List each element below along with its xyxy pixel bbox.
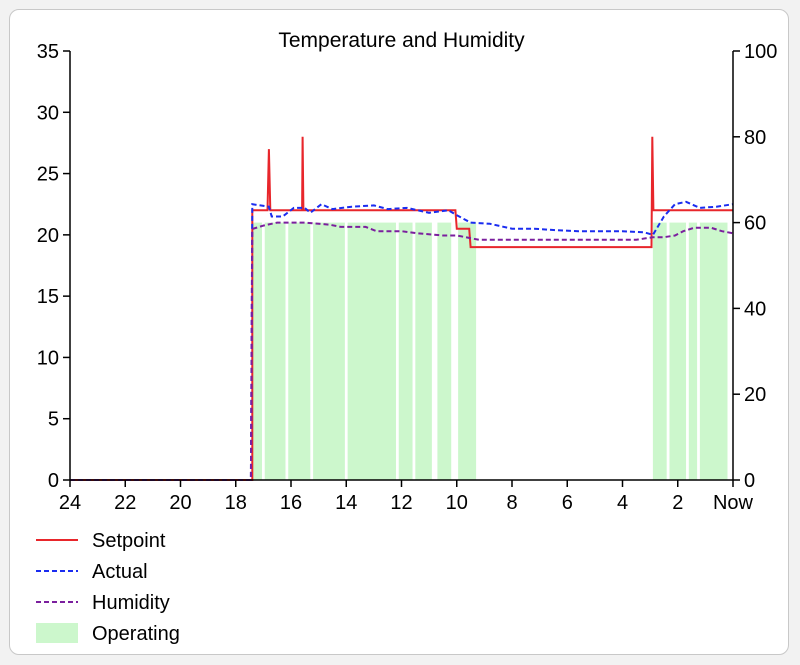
legend-label-humidity: Humidity [92,592,170,614]
operating-bar-0 [252,222,262,480]
operating-bar-7 [437,222,452,480]
operating-bar-5 [398,222,413,480]
operating-bar-8 [458,222,477,480]
humidity-line [70,221,734,481]
left-tick-label: 30 [37,102,59,124]
x-tick-label: 22 [114,492,136,514]
x-tick-label: 8 [506,492,517,514]
series-lines [70,136,734,481]
operating-bar-12 [699,222,728,480]
x-tick-label: 18 [225,492,247,514]
legend-label-actual: Actual [92,561,148,583]
operating-bar-6 [415,222,432,480]
operating-bar-11 [688,222,698,480]
right-tick-label: 60 [744,213,766,235]
left-tick-label: 10 [37,347,59,369]
x-tick-label: 14 [335,492,357,514]
x-tick-label: 6 [562,492,573,514]
operating-bar-1 [264,222,286,480]
left-tick-label: 0 [48,470,59,492]
legend-label-operating: Operating [92,623,180,645]
operating-bar-9 [652,222,667,480]
operating-fills [252,222,728,480]
chart-title: Temperature and Humidity [278,29,525,52]
x-tick-label: 24 [59,492,81,514]
legend-swatch-operating [36,623,78,643]
right-tick-label: 100 [744,41,777,63]
x-tick-label: 2 [672,492,683,514]
operating-bar-4 [347,222,396,480]
left-tick-label: 20 [37,225,59,247]
legend-label-setpoint: Setpoint [92,530,166,552]
operating-bar-2 [288,222,311,480]
setpoint-line [70,136,733,481]
left-tick-label: 35 [37,41,59,63]
x-tick-label: 10 [446,492,468,514]
right-tick-label: 0 [744,470,755,492]
x-tick-label: 16 [280,492,302,514]
x-tick-label: 12 [390,492,412,514]
left-tick-label: 25 [37,164,59,186]
x-tick-label: Now [713,492,754,514]
left-tick-label: 15 [37,286,59,308]
right-tick-label: 40 [744,298,766,320]
x-tick-label: 20 [169,492,191,514]
left-tick-label: 5 [48,409,59,431]
actual-line [70,200,734,481]
legend: Setpoint Actual Humidity Operating [36,530,180,645]
x-tick-label: 4 [617,492,628,514]
right-tick-label: 80 [744,127,766,149]
operating-bar-10 [669,222,687,480]
operating-bar-3 [313,222,345,480]
right-tick-label: 20 [744,384,766,406]
